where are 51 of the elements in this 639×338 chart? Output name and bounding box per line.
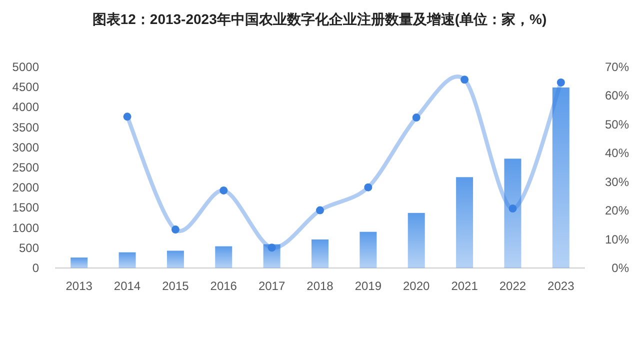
bar [215, 246, 232, 268]
y-tick-label: 1500 [12, 200, 40, 215]
point [508, 204, 517, 213]
y2-tick-label: 0% [612, 261, 630, 275]
y-tick-label: 3000 [12, 140, 40, 154]
bar [504, 158, 522, 268]
y2-tick-label: 40% [604, 146, 630, 160]
x-tick-label: 2015 [162, 279, 190, 293]
bar [312, 239, 328, 268]
x-tick-label: 2018 [306, 279, 334, 293]
y2-tick-label: 20% [604, 204, 630, 218]
point [123, 112, 132, 121]
y-tick-label: 4000 [12, 100, 40, 114]
bar [360, 232, 377, 268]
bar [118, 252, 136, 268]
x-tick-label: 2019 [354, 279, 382, 293]
y2-tick-label: 60% [604, 88, 630, 103]
point [220, 186, 228, 194]
y-tick-label: 5000 [12, 60, 40, 74]
x-tick-label: 2017 [258, 279, 286, 293]
x-tick-label: 2014 [114, 279, 141, 293]
bar [166, 250, 184, 268]
x-tick-label: 2022 [499, 279, 526, 293]
y2-tick-label: 50% [604, 117, 630, 132]
point [316, 206, 324, 214]
y2-tick-label: 30% [604, 174, 630, 189]
bar [70, 258, 88, 268]
point [412, 114, 420, 122]
bar [456, 177, 474, 268]
x-tick-label: 2016 [210, 279, 238, 293]
y-tick-label: 2500 [12, 160, 40, 174]
y-tick-label: 1000 [12, 220, 40, 235]
bar [408, 212, 425, 268]
y2-tick-label: 10% [604, 232, 630, 246]
chart-title: 图表12：2013-2023年中国农业数字化企业注册数量及增速(单位：家，%) [92, 11, 547, 27]
y-tick-label: 3500 [12, 120, 40, 134]
point [364, 183, 372, 192]
y-tick-label: 4500 [12, 80, 40, 94]
point [171, 226, 180, 234]
point [556, 78, 565, 87]
x-tick-label: 2021 [451, 279, 478, 293]
y-tick-label: 2000 [12, 180, 40, 195]
point [268, 244, 276, 252]
x-tick-label: 2013 [66, 279, 93, 293]
y-tick-label: 500 [18, 240, 40, 255]
bar [552, 88, 570, 268]
point [460, 76, 469, 84]
y2-tick-label: 70% [604, 60, 630, 74]
x-tick-label: 2020 [403, 279, 430, 293]
y-tick-label: 0 [32, 261, 40, 275]
x-tick-label: 2023 [548, 279, 575, 293]
